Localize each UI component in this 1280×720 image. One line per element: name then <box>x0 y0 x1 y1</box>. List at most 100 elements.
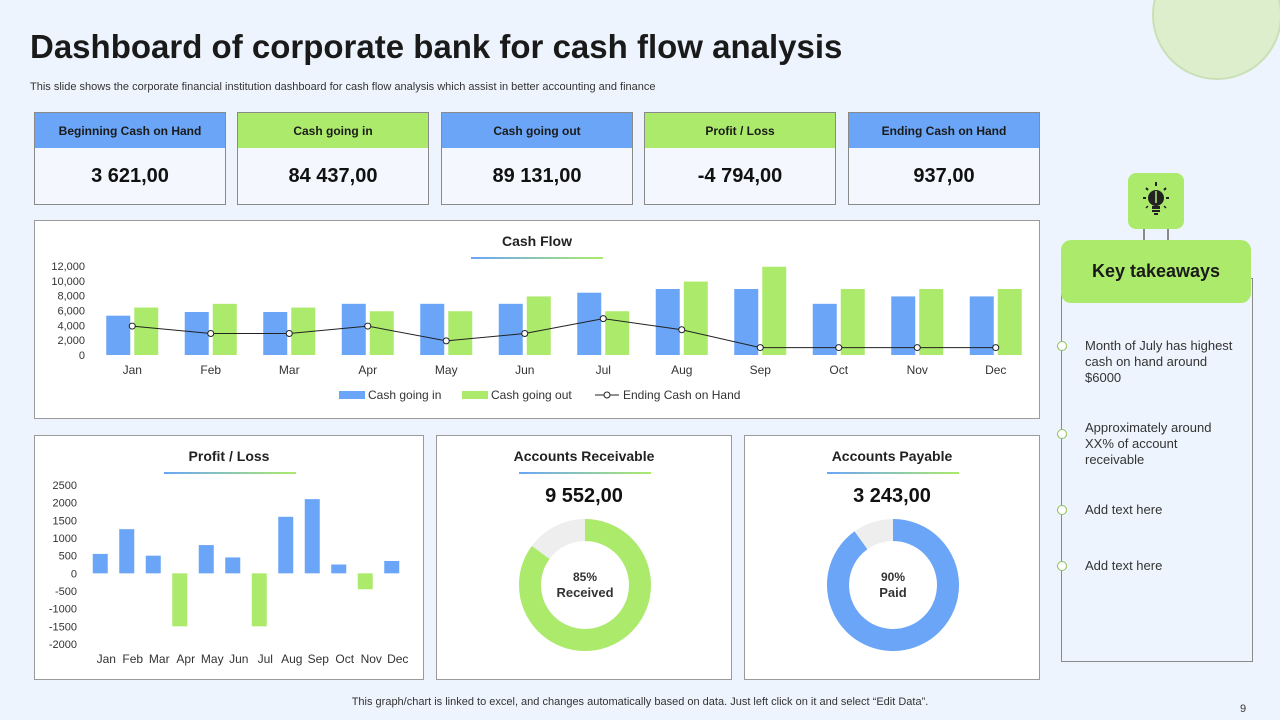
bar-cash-going-out <box>448 311 473 355</box>
line-ending-cash <box>132 318 996 349</box>
profit-loss-chart[interactable]: -2000 -1500 -1000 -500 0 500 1000 1500 2000 2500 J… <box>35 436 425 681</box>
bar-cash-going-in <box>891 296 916 355</box>
x-tick-label: Jun <box>229 652 248 666</box>
legend-swatch-cash-going-in <box>339 391 365 399</box>
connector <box>1143 229 1169 240</box>
x-tick-label: Sep <box>750 363 772 377</box>
bar-cash-going-out <box>683 281 708 355</box>
x-tick-label: Mar <box>149 652 170 666</box>
legend-label: Ending Cash on Hand <box>623 388 740 402</box>
takeaway-item: Approximately around XX% of account rece… <box>1085 420 1212 467</box>
legend-label: Cash going in <box>368 388 441 402</box>
accounts-payable-donut[interactable]: 90%Paid <box>745 436 1041 681</box>
y-tick-label: 12,000 <box>51 261 85 273</box>
point-ending-cash <box>835 344 843 352</box>
y-tick-label: 2000 <box>53 498 77 510</box>
bar-cash-going-out <box>212 303 237 355</box>
accounts-receivable-title: Accounts Receivable <box>513 448 655 464</box>
bar-loss <box>251 573 267 627</box>
legend-swatch-cash-going-out <box>462 391 488 399</box>
y-tick-label: 500 <box>59 551 77 563</box>
point-ending-cash <box>285 329 293 337</box>
kpi-label: Beginning Cash on Hand <box>35 113 225 148</box>
donut-slice-received <box>519 519 651 651</box>
x-tick-label: Jan <box>123 363 142 377</box>
y-tick-label: -1000 <box>49 604 77 616</box>
bar-cash-going-out <box>997 288 1022 355</box>
y-tick-label: -1500 <box>49 621 77 633</box>
point-ending-cash <box>992 344 1000 352</box>
kpi-profit-loss: Profit / Loss -4 794,00 <box>644 112 836 205</box>
x-tick-label: Feb <box>200 363 221 377</box>
kpi-cash-going-in: Cash going in 84 437,00 <box>237 112 429 205</box>
bar-cash-going-in <box>106 315 131 355</box>
bar-cash-going-in <box>420 303 445 355</box>
point-ending-cash <box>599 315 607 323</box>
bar-cash-going-in <box>577 292 602 355</box>
bar-profit <box>92 553 108 574</box>
donut-slice-paid <box>827 519 959 651</box>
title-underline <box>519 472 651 474</box>
page-number: 9 <box>1240 703 1247 715</box>
bar-cash-going-in <box>812 303 837 355</box>
kpi-label: Profit / Loss <box>645 113 835 148</box>
bar-cash-going-in <box>184 311 209 355</box>
point-ending-cash <box>128 322 136 330</box>
bar-cash-going-out <box>605 311 630 355</box>
y-tick-label: 0 <box>71 568 77 580</box>
y-tick-label: 10,000 <box>51 276 85 288</box>
cash-flow-panel[interactable]: Cash Flow 0 2,000 4,000 6,000 8,000 10,000 12,… <box>34 220 1040 419</box>
takeaway-item: Add text here <box>1085 558 1163 573</box>
kpi-beginning-cash: Beginning Cash on Hand 3 621,00 <box>34 112 226 205</box>
decorative-circle <box>1152 0 1280 80</box>
bar-cash-going-in <box>498 303 523 355</box>
legend-label: Cash going out <box>491 388 572 402</box>
bar-cash-going-out <box>369 311 394 355</box>
accounts-receivable-panel[interactable]: Accounts Receivable 9 552,00 85% Received <box>436 435 732 680</box>
x-tick-label: Jun <box>515 363 534 377</box>
bar-profit <box>119 529 135 574</box>
page-title: Dashboard of corporate bank for cash flo… <box>30 28 843 65</box>
kpi-cash-going-out: Cash going out 89 131,00 <box>441 112 633 205</box>
x-tick-label: Apr <box>176 652 195 666</box>
x-tick-label: Jul <box>258 652 273 666</box>
bar-loss <box>357 573 373 590</box>
bar-profit <box>384 560 400 574</box>
kpi-value: 89 131,00 <box>492 164 582 187</box>
kpi-value: -4 794,00 <box>697 164 783 187</box>
point-ending-cash <box>678 326 686 334</box>
key-takeaways-panel <box>1061 278 1253 662</box>
x-tick-label: Apr <box>358 363 377 377</box>
kpi-label: Ending Cash on Hand <box>849 113 1039 148</box>
bar-cash-going-out <box>919 288 944 355</box>
accounts-payable-panel[interactable]: Accounts Payable 3 243,00 90% Paid <box>744 435 1040 680</box>
bullet-dot <box>1057 561 1067 571</box>
y-tick-label: 1000 <box>53 533 77 545</box>
legend-marker-ending-cash <box>603 391 611 399</box>
profit-loss-panel[interactable]: Profit / Loss -2000 -1500 -1000 -500 0 500 100… <box>34 435 424 680</box>
kpi-ending-cash: Ending Cash on Hand 937,00 <box>848 112 1040 205</box>
x-tick-label: Feb <box>122 652 143 666</box>
accounts-receivable-donut[interactable]: 85%Received <box>437 436 733 681</box>
title-underline <box>827 472 959 474</box>
cash-flow-chart[interactable]: 0 2,000 4,000 6,000 8,000 10,000 12,000 Jan Feb M… <box>35 221 1041 420</box>
donut-center-percent: 90% <box>881 570 905 584</box>
x-tick-label: May <box>201 652 224 666</box>
x-tick-label: Dec <box>387 652 408 666</box>
key-takeaways-title: Key takeaways <box>1061 240 1251 303</box>
bar-cash-going-out <box>762 266 787 355</box>
y-tick-label: -2000 <box>49 639 77 651</box>
bullet-dot <box>1057 341 1067 351</box>
page-subtitle: This slide shows the corporate financial… <box>30 81 656 93</box>
title-underline <box>471 257 603 259</box>
accounts-payable-value: 3 243,00 <box>853 485 931 507</box>
y-tick-label: 1500 <box>53 515 77 527</box>
takeaway-item: Add text here <box>1085 502 1163 517</box>
point-ending-cash <box>913 344 921 352</box>
x-tick-label: Jul <box>596 363 611 377</box>
x-tick-label: Nov <box>907 363 928 377</box>
x-tick-label: Nov <box>361 652 382 666</box>
point-ending-cash <box>756 344 764 352</box>
bar-profit <box>145 555 161 574</box>
accounts-payable-title: Accounts Payable <box>831 448 953 464</box>
